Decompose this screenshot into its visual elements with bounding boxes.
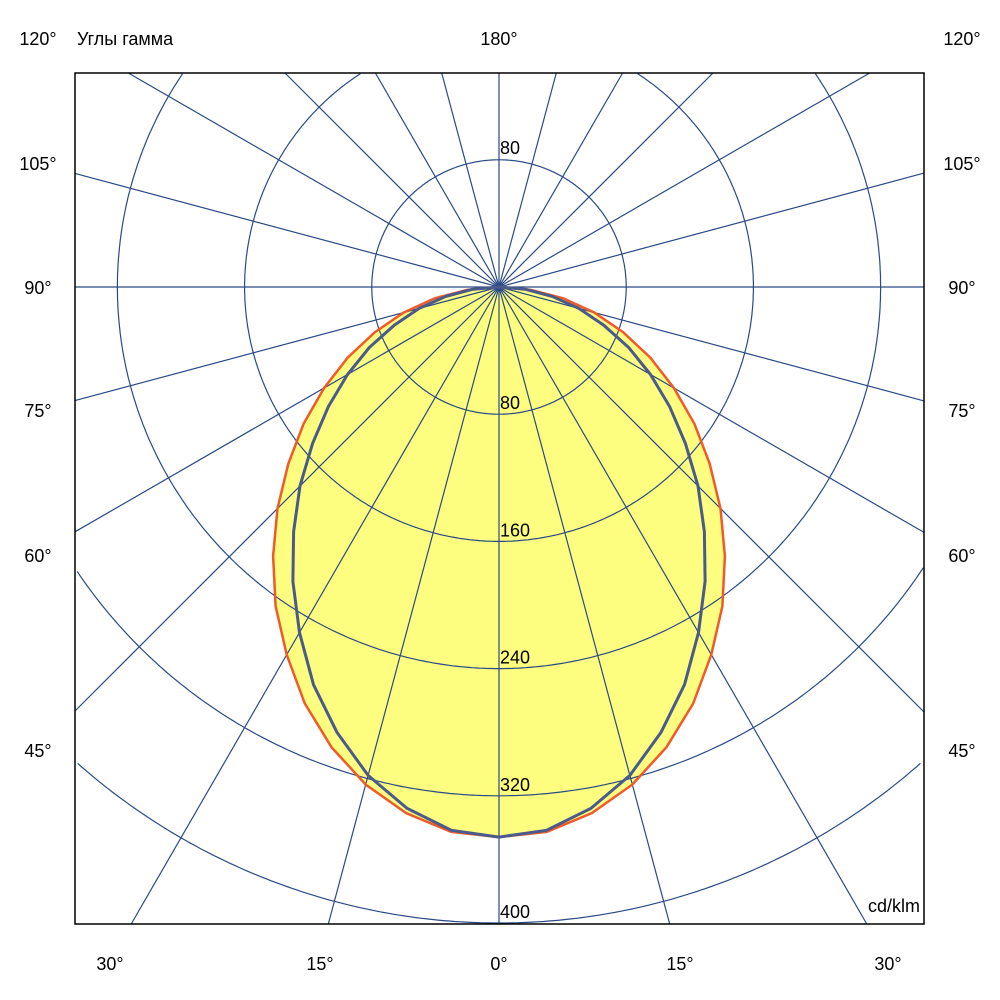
- bottom-angle-label: 30°: [874, 954, 901, 974]
- grid-ring: [77, 762, 921, 924]
- grid-radial-line: [327, 286, 500, 925]
- grid-radial-line: [130, 286, 500, 925]
- bottom-angle-label: 30°: [96, 954, 123, 974]
- angle-label-right: 90°: [948, 278, 975, 298]
- grid-radial-line: [498, 72, 624, 288]
- grid-radial-line: [74, 286, 500, 712]
- radial-tick-label: 240: [500, 648, 530, 668]
- grid-radial-line: [498, 286, 671, 925]
- angle-label-right: 45°: [948, 741, 975, 761]
- grid-radial-line: [441, 72, 500, 288]
- unit-label: cd/klm: [868, 896, 920, 916]
- angle-label-left: 75°: [24, 401, 51, 421]
- grid-radial-line: [128, 72, 500, 288]
- grid-radial-line: [498, 72, 714, 288]
- angle-label-left: 120°: [19, 29, 56, 49]
- grid-radial-line: [498, 286, 925, 402]
- angle-label-right: 120°: [943, 29, 980, 49]
- angle-label-left: 90°: [24, 278, 51, 298]
- radial-tick-label: 320: [500, 775, 530, 795]
- angle-label-left: 45°: [24, 741, 51, 761]
- bottom-angle-label: 0°: [490, 954, 507, 974]
- upper-radial-label: 80: [500, 138, 520, 158]
- angle-label-right: 105°: [943, 154, 980, 174]
- radial-tick-label: 400: [500, 902, 530, 922]
- grid-ring: [116, 73, 882, 670]
- angle-label-right: 60°: [948, 546, 975, 566]
- radial-tick-label: 160: [500, 520, 530, 540]
- grid-radial-line: [74, 286, 500, 533]
- grid-radial-line: [498, 286, 925, 713]
- grid-radial-line: [498, 286, 868, 925]
- grid-radial-line: [374, 72, 500, 288]
- angle-label-left: 60°: [24, 546, 51, 566]
- grid-radial-line: [498, 172, 925, 288]
- chart-title: Углы гамма: [77, 29, 174, 49]
- bottom-angle-label: 15°: [306, 954, 333, 974]
- grid-radial-line: [498, 72, 870, 288]
- grid-radial-line: [74, 286, 500, 402]
- bottom-angle-label: 15°: [666, 954, 693, 974]
- radial-tick-label: 80: [500, 393, 520, 413]
- plot-frame: [74, 72, 925, 925]
- grid-ring: [244, 73, 754, 542]
- grid-radial-line: [498, 72, 557, 288]
- grid-radial-line: [284, 72, 500, 288]
- top-angle-label: 180°: [480, 29, 517, 49]
- intensity-curve-1: [291, 285, 707, 839]
- grid-radial-line: [74, 172, 500, 288]
- grid-radial-line: [498, 286, 925, 533]
- angle-label-right: 75°: [948, 401, 975, 421]
- angle-label-left: 105°: [19, 154, 56, 174]
- grid-ring: [76, 567, 924, 797]
